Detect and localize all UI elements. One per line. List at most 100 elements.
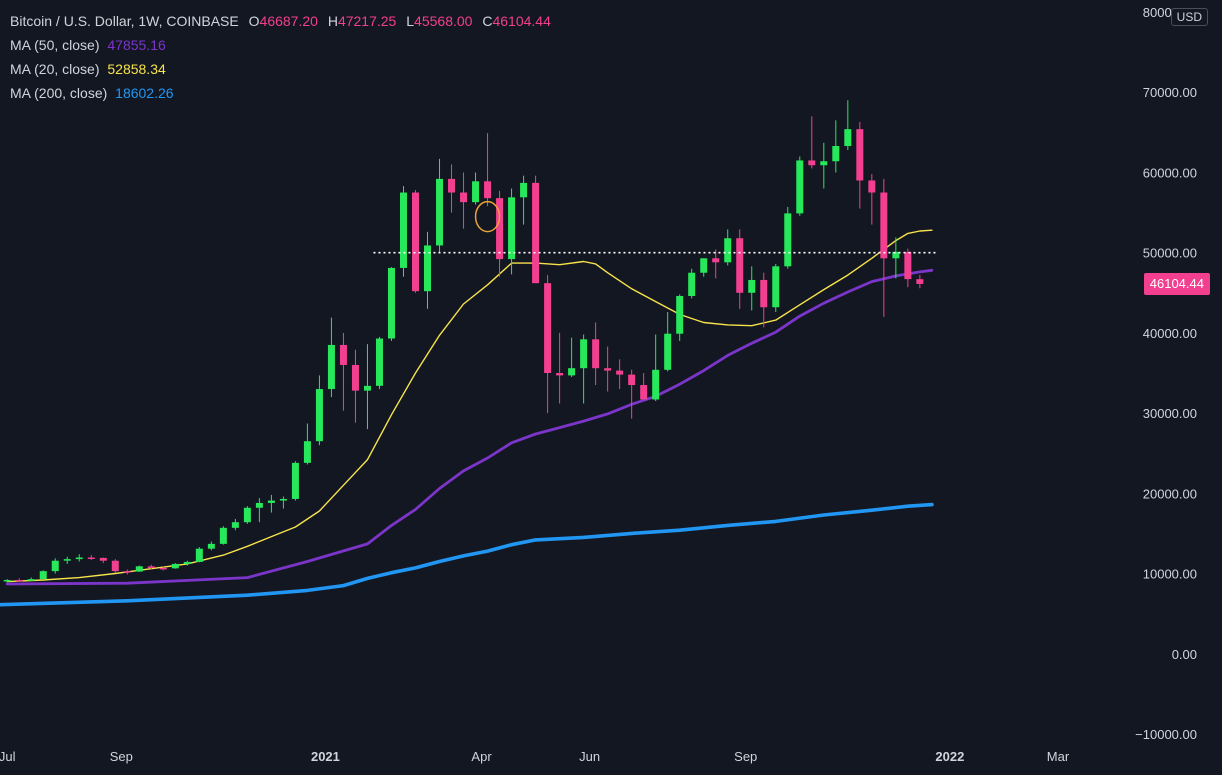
candle-body [159, 567, 167, 570]
candle-body [820, 161, 828, 166]
candle-body [171, 563, 179, 569]
candle [652, 334, 660, 402]
candle-body [411, 192, 419, 292]
candle [111, 559, 119, 573]
candle [700, 258, 708, 277]
candle-body [51, 560, 59, 572]
candle [664, 312, 672, 372]
y-tick-label: 70000.00 [1143, 85, 1197, 100]
currency-button[interactable]: USD [1170, 8, 1208, 26]
candle [604, 346, 612, 392]
candle-body [99, 557, 107, 561]
candle [75, 554, 83, 562]
y-tick-label: −10000.00 [1135, 727, 1197, 742]
candle-body [892, 251, 900, 259]
symbol-legend-row: Bitcoin / U.S. Dollar, 1W, COINBASE O466… [10, 9, 551, 33]
y-tick-label: 40000.00 [1143, 326, 1197, 341]
candle [856, 121, 864, 209]
candle-body [580, 339, 588, 369]
candle [676, 294, 684, 341]
candle-body [724, 238, 732, 263]
candle-body [267, 500, 275, 503]
candle-body [15, 579, 23, 582]
indicator-ma50-row[interactable]: MA (50, close) 47855.16 [10, 33, 551, 57]
candle [688, 268, 696, 299]
candle-body [592, 339, 600, 369]
candle [760, 272, 768, 328]
candle-body [424, 245, 432, 292]
candle [279, 496, 287, 509]
candle-body [556, 373, 564, 376]
candle-body [832, 145, 840, 162]
chart-legend: Bitcoin / U.S. Dollar, 1W, COINBASE O466… [10, 9, 551, 105]
candle-body [784, 213, 792, 267]
y-tick-label: 0.00 [1172, 647, 1197, 662]
y-tick-label: 60000.00 [1143, 165, 1197, 180]
candle-body [472, 181, 480, 203]
indicator-value: 52858.34 [107, 61, 166, 77]
candle [496, 190, 504, 277]
candle [568, 337, 576, 378]
x-tick-label: 2022 [935, 749, 964, 764]
candle-body [75, 557, 83, 560]
moving-average-layer [0, 229, 934, 607]
candle-body [147, 566, 155, 568]
candle [904, 248, 912, 288]
candle [796, 156, 804, 216]
candle-body [688, 272, 696, 296]
annotation-circle [474, 200, 501, 233]
candle [399, 186, 407, 277]
candle [544, 275, 552, 414]
candle-body [544, 283, 552, 374]
candle [183, 560, 191, 566]
candle-body [111, 560, 119, 572]
ma-line [0, 502, 934, 607]
indicator-value: 18602.26 [115, 85, 174, 101]
candle-body [27, 579, 35, 581]
candle [315, 375, 323, 446]
candle-body [448, 178, 456, 193]
candle [712, 249, 720, 279]
candle [892, 237, 900, 279]
high-key: H [327, 13, 338, 29]
candle [123, 569, 131, 575]
open-value: 46687.20 [259, 13, 318, 29]
candle-body [484, 181, 492, 199]
candle [484, 133, 492, 207]
x-tick-label: 2021 [311, 749, 340, 764]
indicator-ma200-row[interactable]: MA (200, close) 18602.26 [10, 81, 551, 105]
candle-body [436, 178, 444, 246]
x-tick-label: Mar [1047, 749, 1070, 764]
time-axis: Jul Sep 2021 Apr Jun Sep 2022 Mar [0, 749, 1070, 764]
candles-layer [3, 100, 924, 583]
indicator-value: 47855.16 [107, 37, 166, 53]
candle-body [496, 198, 504, 260]
y-tick-label: 30000.00 [1143, 406, 1197, 421]
candle [207, 541, 215, 551]
low-key: L [406, 13, 415, 29]
candle [628, 369, 636, 419]
candle [171, 563, 179, 569]
candle-body [339, 344, 347, 365]
candle-body [255, 502, 263, 508]
candle-body [916, 279, 924, 284]
candle-body [508, 197, 516, 260]
candle [159, 566, 167, 571]
candle-body [796, 160, 804, 214]
candle-body [315, 389, 323, 442]
candle [375, 336, 383, 390]
candle [460, 172, 468, 229]
candle [724, 229, 732, 266]
x-tick-label: Apr [471, 749, 492, 764]
low-value: 45568.00 [414, 13, 473, 29]
candle-body [39, 571, 47, 580]
candle-body [652, 369, 660, 400]
candle-body [736, 238, 744, 293]
indicator-ma20-row[interactable]: MA (20, close) 52858.34 [10, 57, 551, 81]
candle [748, 266, 756, 311]
candle [147, 564, 155, 570]
annotation-layer [474, 200, 501, 233]
candle-body [399, 192, 407, 268]
candle-body [868, 180, 876, 193]
